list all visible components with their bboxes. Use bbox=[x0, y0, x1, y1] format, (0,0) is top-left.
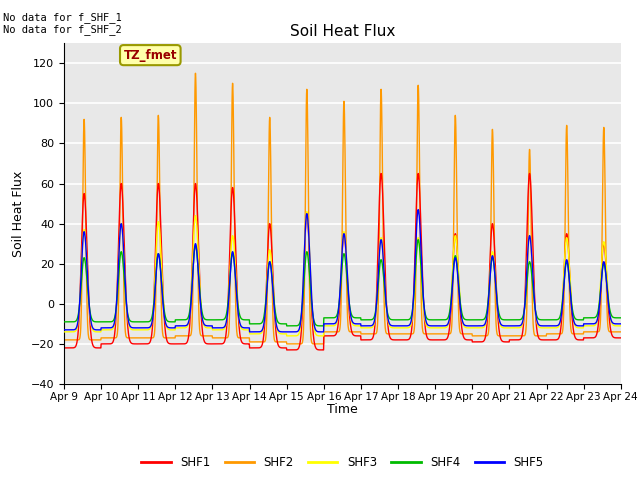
Text: No data for f_SHF_1: No data for f_SHF_1 bbox=[3, 12, 122, 23]
Y-axis label: Soil Heat Flux: Soil Heat Flux bbox=[12, 170, 25, 257]
Text: No data for f_SHF_2: No data for f_SHF_2 bbox=[3, 24, 122, 35]
Legend: SHF1, SHF2, SHF3, SHF4, SHF5: SHF1, SHF2, SHF3, SHF4, SHF5 bbox=[136, 451, 548, 474]
Title: Soil Heat Flux: Soil Heat Flux bbox=[290, 24, 395, 39]
Text: TZ_fmet: TZ_fmet bbox=[124, 48, 177, 61]
X-axis label: Time: Time bbox=[327, 403, 358, 416]
